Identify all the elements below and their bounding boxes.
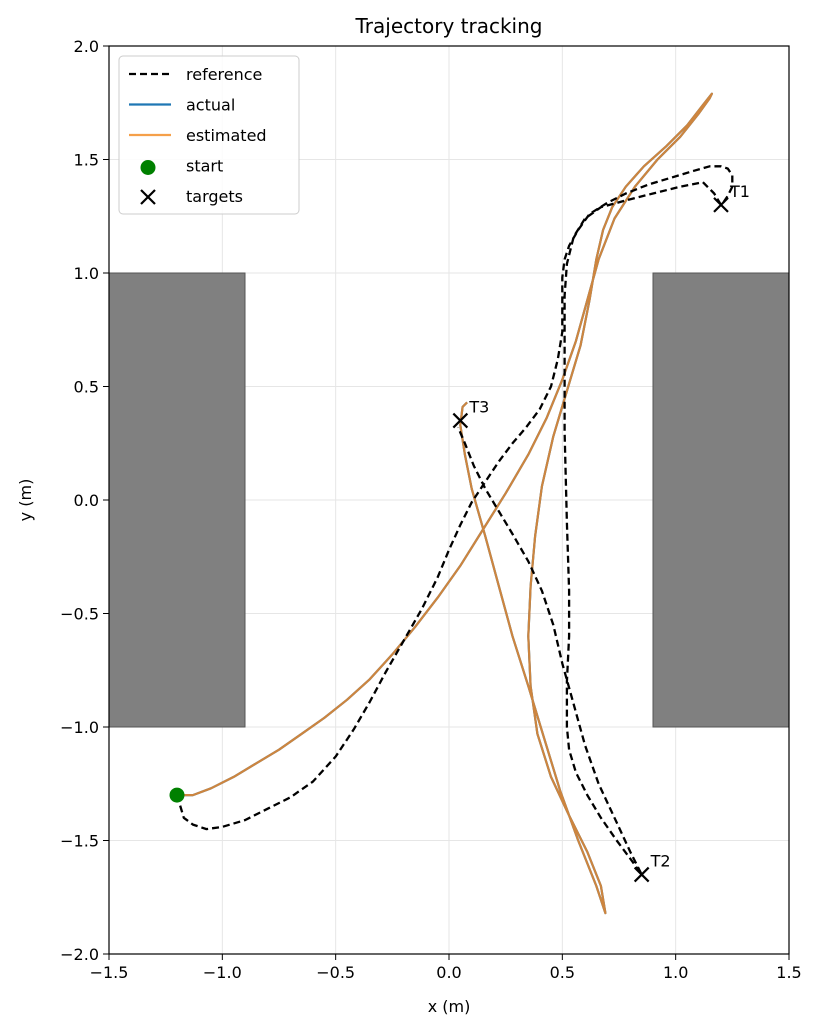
y-axis-label: y (m)	[16, 479, 35, 522]
target-marker-t3	[452, 412, 469, 429]
x-tick-label: 0.5	[550, 963, 575, 982]
y-tick-label: −1.5	[60, 832, 99, 851]
y-tick-label: −2.0	[60, 945, 99, 964]
y-tick-label: 2.0	[74, 37, 99, 56]
legend-targets-label: targets	[186, 187, 243, 206]
obstacle-1	[108, 272, 246, 728]
target-label-t1: T1	[729, 182, 750, 201]
target-x-stroke	[713, 197, 729, 213]
legend-actual-label: actual	[186, 96, 235, 115]
x-tick-label: −1.0	[203, 963, 242, 982]
legend-box	[118, 55, 300, 215]
x-tick-label: −1.5	[90, 963, 129, 982]
legend-reference-label: reference	[186, 65, 262, 84]
target-label-t2: T2	[650, 852, 671, 871]
legend: reference actual estimated start targets	[118, 55, 300, 215]
target-x-stroke	[633, 866, 650, 883]
target-marker-t2	[633, 866, 650, 883]
series-reference-line	[175, 165, 734, 876]
y-tick-label: 1.0	[74, 264, 99, 283]
y-tick-label: 1.5	[74, 151, 99, 170]
x-tick-label: 1.0	[663, 963, 688, 982]
chart-title: Trajectory tracking	[355, 14, 543, 38]
y-tick-label: 0.0	[74, 491, 99, 510]
target-label-t3: T3	[468, 398, 489, 417]
legend-start-swatch	[140, 160, 156, 175]
legend-targets-swatch	[140, 189, 156, 205]
obstacle-2	[652, 272, 790, 728]
x-tick-label: −0.5	[316, 963, 355, 982]
x-tick-label: 0.0	[436, 963, 461, 982]
y-tick-label: −0.5	[60, 605, 99, 624]
target-x-stroke	[452, 412, 469, 429]
x-tick-label: 1.5	[776, 963, 801, 982]
legend-start-label: start	[186, 157, 223, 176]
y-tick-label: 0.5	[74, 378, 99, 397]
legend-estimated-label: estimated	[186, 126, 267, 145]
start-marker	[169, 787, 185, 803]
y-tick-label: −1.0	[60, 718, 99, 737]
target-marker-t1	[713, 197, 729, 213]
x-axis-label: x (m)	[428, 997, 471, 1016]
